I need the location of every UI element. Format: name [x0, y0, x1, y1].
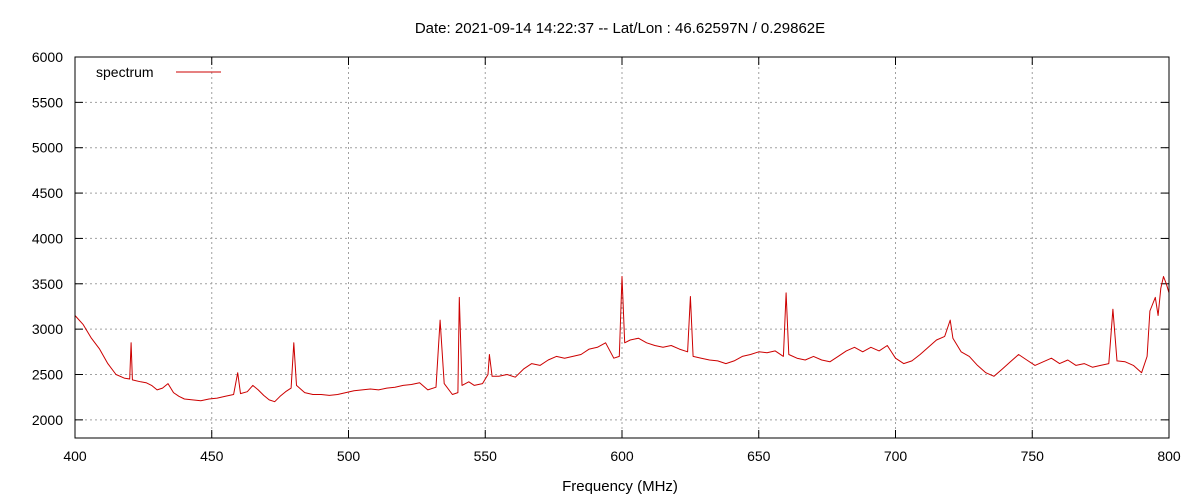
legend-label-spectrum: spectrum [96, 64, 154, 80]
y-tick-label: 3500 [32, 276, 63, 292]
series-lines [74, 276, 1170, 403]
y-tick-label: 4000 [32, 230, 63, 246]
legend: spectrum [96, 64, 221, 80]
chart-title: Date: 2021-09-14 14:22:37 -- Lat/Lon : 4… [415, 20, 825, 37]
x-tick-label: 400 [63, 448, 87, 464]
axis-ticks: 400 450 500 550 600 650 700 750 800 2000 2500 3000 3… [32, 49, 1181, 464]
x-tick-label: 750 [1021, 448, 1045, 464]
y-tick-label: 2500 [32, 367, 63, 383]
x-tick-label: 650 [747, 448, 771, 464]
y-tick-label: 2000 [32, 412, 63, 428]
x-tick-label: 500 [337, 448, 361, 464]
plot-frame [74, 56, 1170, 439]
x-tick-label: 600 [610, 448, 634, 464]
y-tick-label: 4500 [32, 185, 63, 201]
x-tick-label: 800 [1157, 448, 1181, 464]
y-tick-label: 5500 [32, 94, 63, 110]
x-tick-label: 700 [884, 448, 908, 464]
x-tick-label: 450 [200, 448, 224, 464]
y-tick-label: 3000 [32, 321, 63, 337]
series-line-spectrum [74, 276, 1170, 403]
y-tick-label: 5000 [32, 140, 63, 156]
x-axis-label: Frequency (MHz) [562, 478, 678, 495]
x-tick-label: 550 [474, 448, 498, 464]
y-tick-label: 6000 [32, 49, 63, 65]
